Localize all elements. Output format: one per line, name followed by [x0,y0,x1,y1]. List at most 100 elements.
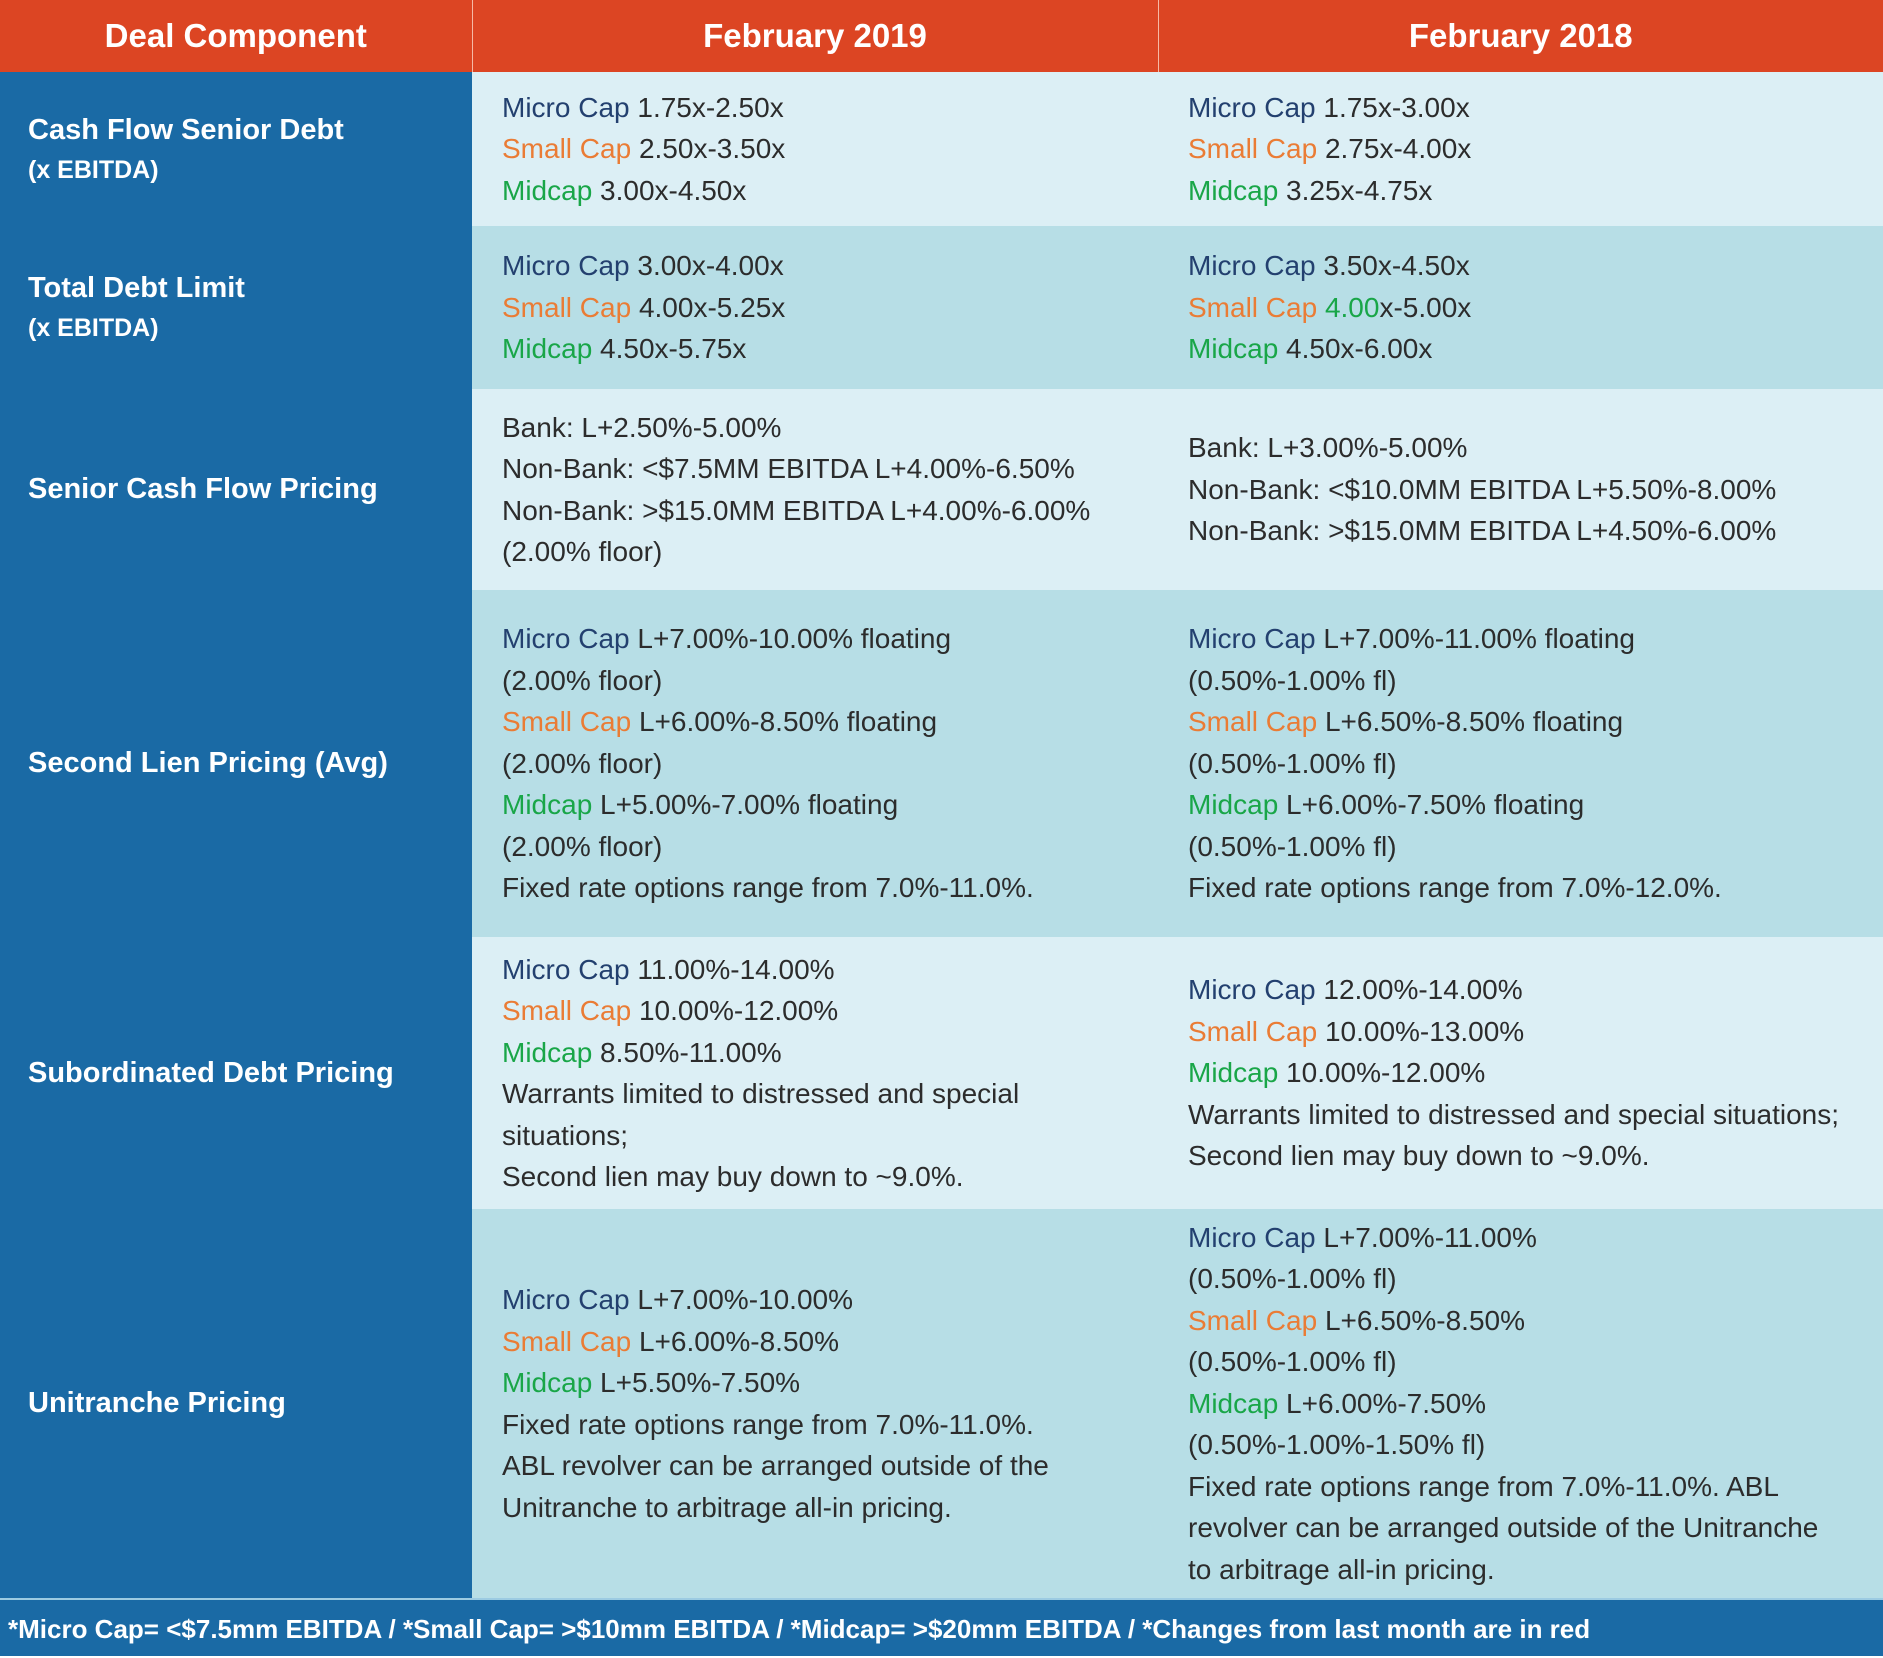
cell-feb-2019: Micro Cap L+7.00%-10.00% floating (2.00%… [472,590,1158,937]
midcap-note: (0.50%-1.00% fl) [1188,830,1397,862]
fixed-rate-note: Fixed rate options range from 7.0%-12.0%… [1188,872,1722,904]
micro-cap-value: L+7.00%-11.00% [1315,1221,1537,1253]
fixed-rate-note: Fixed rate options range from 7.0%-11.0%… [502,1408,1034,1440]
row-label: Second Lien Pricing (Avg) [0,590,472,937]
midcap-value: 3.25x-4.75x [1278,174,1433,206]
midcap-line: Midcap L+6.00%-7.50% floating [1188,784,1875,826]
abl-revolver-note-cont: Unitranche to arbitrage all-in pricing. [502,1491,952,1523]
midcap-line: Midcap 10.00%-12.00% [1188,1052,1875,1094]
header-row: Deal Component February 2019 February 20… [0,0,1883,72]
midcap-value: L+5.50%-7.50% [592,1367,801,1398]
small-cap-value: L+6.50%-8.50% floating [1317,706,1624,738]
row-label: Subordinated Debt Pricing [0,937,472,1209]
micro-cap-value: L+7.00%-10.00% floating [629,623,952,655]
header-feb-2018: February 2018 [1158,0,1883,72]
row-senior-cash-flow-pricing: Senior Cash Flow Pricing Bank: L+2.50%-5… [0,389,1883,590]
micro-cap-label: Micro Cap [502,623,630,655]
row-label: Total Debt Limit (x EBITDA) [0,226,472,389]
midcap-value: 4.50x-5.75x [592,333,747,365]
midcap-line: Midcap 8.50%-11.00% [502,1032,1142,1074]
midcap-label: Midcap [502,1036,593,1068]
small-cap-line: Small Cap L+6.50%-8.50% floating [1188,701,1875,743]
small-cap-label: Small Cap [1188,1304,1318,1336]
cell-feb-2018: Bank: L+3.00%-5.00% Non-Bank: <$10.0MM E… [1158,389,1883,590]
row-label: Unitranche Pricing [0,1209,472,1598]
midcap-line: Midcap L+5.00%-7.00% floating [502,784,1142,826]
micro-cap-line: Micro Cap 11.00%-14.00% [502,949,1142,991]
midcap-label: Midcap [1188,1387,1279,1419]
midcap-value: L+6.00%-7.50% [1278,1387,1487,1419]
midcap-label: Midcap [1188,1057,1279,1089]
bank-line: Bank: L+3.00%-5.00% [1188,432,1468,464]
small-cap-label: Small Cap [502,1325,632,1357]
micro-cap-label: Micro Cap [1188,1221,1316,1253]
bank-line: Bank: L+2.50%-5.00% [502,411,782,443]
micro-cap-label: Micro Cap [502,953,630,985]
midcap-label: Midcap [502,174,593,206]
second-lien-note: Second lien may buy down to ~9.0%. [1188,1140,1650,1172]
micro-cap-line: Micro Cap 3.50x-4.50x [1188,245,1875,287]
fixed-abl-note-end: to arbitrage all-in pricing. [1188,1553,1495,1585]
warrants-note: Warrants limited to distressed and speci… [1188,1098,1840,1130]
cell-feb-2018: Micro Cap 3.50x-4.50x Small Cap 4.00x-5.… [1158,226,1883,389]
midcap-line: Midcap 4.50x-5.75x [502,328,1142,370]
midcap-line: Midcap 3.00x-4.50x [502,170,1142,212]
micro-cap-value: L+7.00%-11.00% floating [1315,623,1635,655]
micro-cap-line: Micro Cap 12.00%-14.00% [1188,969,1875,1011]
micro-cap-label: Micro Cap [1188,974,1316,1006]
small-cap-line: Small Cap L+6.00%-8.50% [502,1321,1142,1363]
midcap-value: 4.50x-6.00x [1278,333,1433,365]
micro-cap-line: Micro Cap 1.75x-3.00x [1188,87,1875,129]
non-bank-large-line: Non-Bank: >$15.0MM EBITDA L+4.50%-6.00% [1188,515,1777,547]
midcap-line: Midcap 4.50x-6.00x [1188,328,1875,370]
non-bank-small-line: Non-Bank: <$10.0MM EBITDA L+5.50%-8.00% [1188,473,1777,505]
changed-value-highlight: 4.00 [1317,291,1380,323]
small-cap-value: 10.00%-12.00% [631,995,839,1026]
midcap-value: 10.00%-12.00% [1278,1057,1486,1089]
small-cap-value: 2.75x-4.00x [1317,133,1472,165]
cell-feb-2019: Micro Cap 3.00x-4.00x Small Cap 4.00x-5.… [472,226,1158,389]
micro-cap-line: Micro Cap L+7.00%-11.00% [1188,1217,1875,1259]
small-cap-line: Small Cap 10.00%-12.00% [502,990,1142,1032]
small-cap-value: 2.50x-3.50x [631,133,786,165]
floor-note: (2.00% floor) [502,536,663,567]
midcap-value: 3.00x-4.50x [592,174,747,206]
micro-cap-value: L+7.00%-10.00% [629,1284,853,1315]
fixed-rate-note: Fixed rate options range from 7.0%-11.0%… [502,872,1034,904]
midcap-line: Midcap L+5.50%-7.50% [502,1362,1142,1404]
micro-cap-label: Micro Cap [1188,623,1316,655]
midcap-label: Midcap [1188,333,1279,365]
small-cap-label: Small Cap [1188,706,1318,738]
micro-cap-label: Micro Cap [1188,250,1316,282]
non-bank-small-line: Non-Bank: <$7.5MM EBITDA L+4.00%-6.50% [502,453,1075,484]
small-cap-label: Small Cap [1188,133,1318,165]
micro-cap-label: Micro Cap [502,91,630,123]
micro-cap-line: Micro Cap L+7.00%-11.00% floating [1188,618,1875,660]
cell-feb-2019: Bank: L+2.50%-5.00% Non-Bank: <$7.5MM EB… [472,389,1158,590]
midcap-value: L+5.00%-7.00% floating [592,789,899,821]
micro-cap-value: 3.00x-4.00x [629,250,784,282]
midcap-value: L+6.00%-7.50% floating [1278,789,1585,821]
small-cap-line: Small Cap 4.00x-5.25x [502,287,1142,329]
row-label-text: Total Debt Limit [28,272,245,304]
midcap-note: (2.00% floor) [502,830,663,862]
micro-cap-line: Micro Cap 3.00x-4.00x [502,245,1142,287]
small-cap-value: 4.00x-5.25x [631,291,786,323]
micro-cap-value: 1.75x-3.00x [1315,91,1470,123]
small-cap-line: Small Cap 2.50x-3.50x [502,128,1142,170]
small-cap-note: (0.50%-1.00% fl) [1188,747,1397,779]
row-label-text: Unitranche Pricing [28,1387,286,1419]
micro-cap-note: (0.50%-1.00% fl) [1188,1263,1397,1295]
cell-feb-2018: Micro Cap L+7.00%-11.00% (0.50%-1.00% fl… [1158,1209,1883,1598]
small-cap-line: Small Cap 4.00x-5.00x [1188,287,1875,329]
row-label: Senior Cash Flow Pricing [0,389,472,590]
small-cap-line: Small Cap L+6.00%-8.50% floating [502,701,1142,743]
midcap-value: 8.50%-11.00% [592,1036,782,1068]
midcap-line: Midcap L+6.00%-7.50% [1188,1383,1875,1425]
row-label-text: Senior Cash Flow Pricing [28,473,378,505]
row-sublabel: (x EBITDA) [28,155,159,184]
small-cap-line: Small Cap 10.00%-13.00% [1188,1011,1875,1053]
small-cap-value: 10.00%-13.00% [1317,1015,1525,1047]
micro-cap-note: (0.50%-1.00% fl) [1188,664,1397,696]
micro-cap-value: 12.00%-14.00% [1315,974,1523,1006]
